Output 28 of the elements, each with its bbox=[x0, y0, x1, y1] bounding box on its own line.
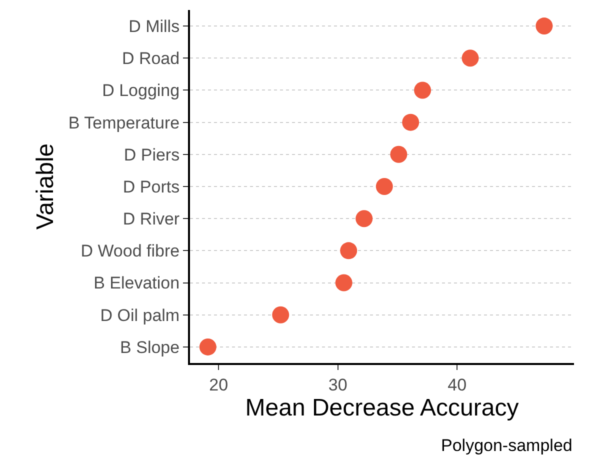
x-axis-title: Mean Decrease Accuracy bbox=[245, 394, 519, 422]
y-tick-label: B Elevation bbox=[94, 274, 180, 293]
point bbox=[462, 50, 479, 67]
y-tick-label: B Slope bbox=[120, 338, 180, 357]
point bbox=[414, 82, 432, 99]
y-tick-label: D River bbox=[122, 210, 180, 229]
y-tick-label: D Piers bbox=[124, 145, 180, 164]
point bbox=[272, 306, 290, 324]
y-tick-label: D Logging bbox=[102, 81, 180, 100]
x-tick-label: 40 bbox=[448, 375, 467, 394]
point bbox=[402, 114, 420, 131]
x-tick-label: 20 bbox=[209, 375, 228, 394]
y-tick-label: D Oil palm bbox=[100, 306, 180, 325]
point bbox=[356, 210, 373, 228]
text: Polygon-sampled bbox=[441, 436, 572, 455]
y-tick-label: D Mills bbox=[128, 17, 180, 36]
y-axis-title: Variable bbox=[32, 143, 59, 230]
point bbox=[199, 338, 216, 356]
point bbox=[335, 274, 352, 292]
y-tick-label: D Ports bbox=[122, 177, 180, 196]
y-tick-label: D Road bbox=[122, 49, 180, 68]
y-tick-label: B Temperature bbox=[68, 113, 180, 132]
point bbox=[536, 18, 553, 35]
point bbox=[376, 178, 393, 195]
x-tick-label: 30 bbox=[328, 375, 348, 394]
point bbox=[390, 146, 408, 163]
y-tick-label: D Wood fibre bbox=[80, 242, 180, 261]
point bbox=[340, 242, 358, 260]
